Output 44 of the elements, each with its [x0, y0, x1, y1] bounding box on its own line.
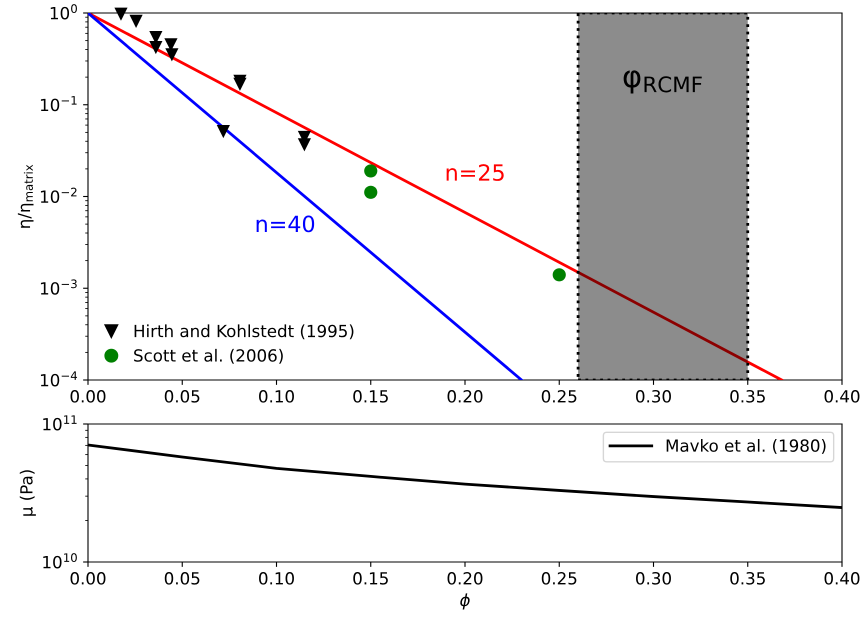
x-tick-label: 0.20 [448, 572, 482, 585]
point [364, 164, 378, 178]
point [233, 78, 247, 91]
y-tick-label: 10$^{10}$ [43, 553, 77, 568]
x-tick-label: 0.00 [70, 572, 106, 585]
x-tick-label: 0.35 [730, 390, 765, 403]
x-tick-label: 0.25 [542, 572, 576, 585]
point [114, 8, 128, 21]
x-axis-title: ϕ [460, 593, 470, 610]
point [364, 186, 378, 199]
point [165, 48, 178, 62]
x-tick-label: 0.30 [636, 572, 671, 585]
x-tick-label: 0.40 [824, 390, 860, 403]
y-tick-label: 10$^{0}$ [50, 4, 77, 20]
x-tick-label: 0.10 [259, 572, 294, 585]
y-axis-title: μ (Pa) [20, 470, 36, 516]
x-tick-label: 0.20 [448, 390, 482, 403]
x-tick-label: 0.25 [542, 390, 576, 403]
y-tick-label: 10$^{−3}$ [40, 279, 77, 295]
point [298, 138, 311, 152]
y-tick-label: 10$^{−4}$ [40, 371, 78, 386]
y-tick-label: 10$^{−1}$ [40, 96, 77, 112]
x-tick-label: 0.15 [353, 572, 388, 585]
x-tick-label: 0.10 [259, 390, 294, 403]
x-tick-label: 0.00 [70, 390, 106, 403]
x-tick-label: 0.15 [353, 390, 388, 403]
x-tick-label: 0.30 [636, 390, 671, 403]
x-tick-label: 0.05 [164, 572, 200, 585]
x-tick-label: 0.40 [824, 572, 860, 585]
point [552, 268, 566, 282]
legend-label: Scott et al. (2006) [134, 348, 283, 364]
x-tick-label: 0.35 [730, 572, 765, 585]
series-label: n=40 [256, 216, 314, 232]
y-axis-title: η/η$_{matrix}$ [18, 164, 34, 228]
y-tick-label: 10$^{11}$ [43, 415, 77, 430]
point [216, 124, 230, 138]
x-tick-label: 0.05 [164, 390, 200, 403]
y-tick-label: 10$^{−2}$ [40, 188, 77, 203]
series-label: n=25 [446, 164, 504, 181]
legend-label: Hirth and Kohlstedt (1995) [134, 324, 354, 340]
point [129, 14, 143, 28]
band-label: φ$_{RCMF}$ [624, 70, 702, 94]
point [149, 40, 162, 54]
legend-label: Mavko et al. (1980) [666, 439, 826, 454]
